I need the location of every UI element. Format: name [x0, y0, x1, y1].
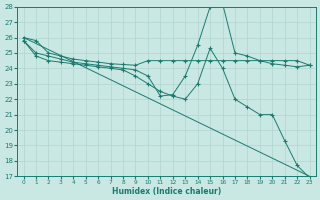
X-axis label: Humidex (Indice chaleur): Humidex (Indice chaleur) [112, 187, 221, 196]
